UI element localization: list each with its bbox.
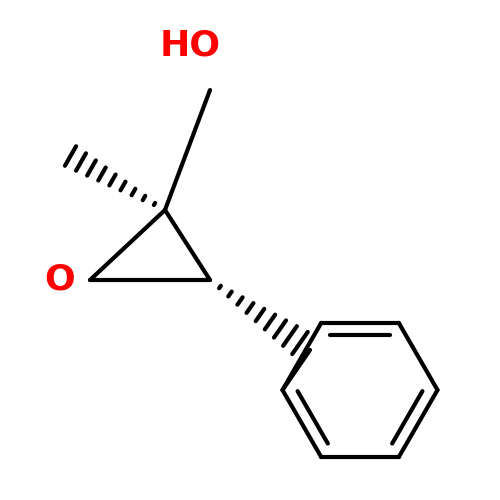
Text: HO: HO xyxy=(160,28,220,62)
Text: O: O xyxy=(44,263,76,297)
